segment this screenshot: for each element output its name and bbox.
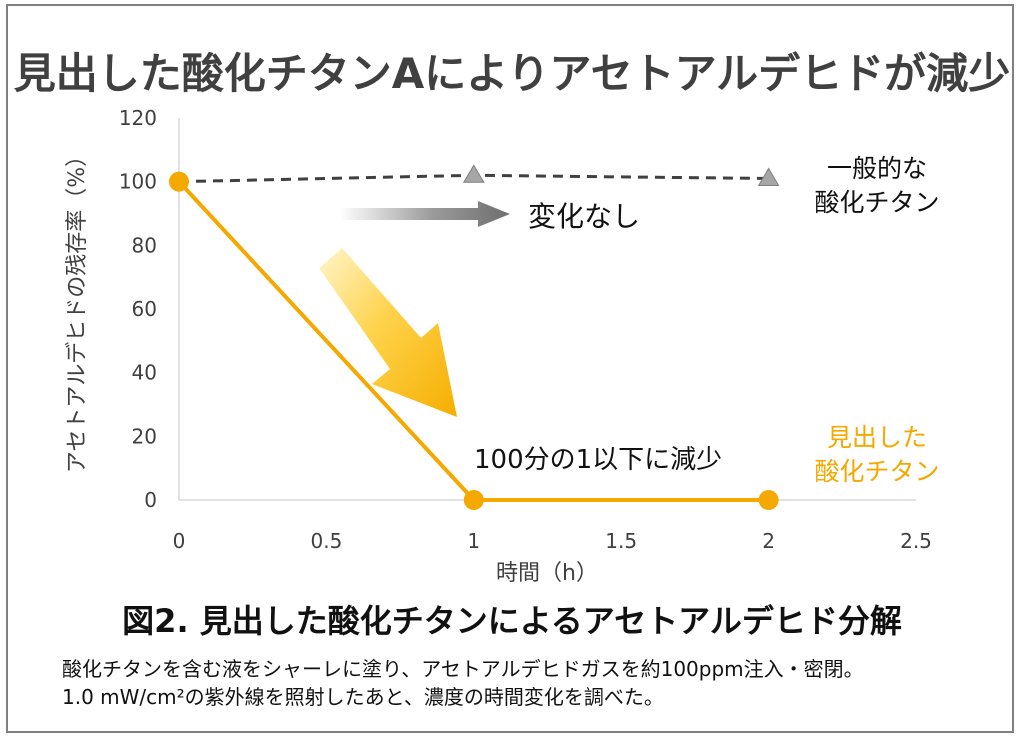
no-change-arrow [340,201,510,227]
x-tick-label: 1 [467,529,480,553]
x-axis-label: 時間（h） [496,561,598,586]
x-tick-label: 2.5 [900,529,932,553]
figure-title: 図2. 見出した酸化チタンによるアセトアルデヒド分解 [122,602,902,640]
series-label-found-line2: 酸化チタン [814,457,939,486]
no-change-label: 変化なし [528,200,640,233]
y-tick-label: 20 [132,424,157,448]
figure-frame [6,4,1014,733]
y-tick-label: 80 [132,233,157,257]
x-tick-label: 0.5 [310,529,342,553]
series-label-found-line1: 見出した [827,423,927,452]
headline: 見出した酸化チタンAによりアセトアルデヒドが減少 [13,49,1011,98]
y-tick-label: 40 [132,361,157,385]
decrease-arrow [319,248,457,417]
data-point-general [757,167,780,186]
decrease-label: 100分の1以下に減少 [474,445,722,475]
data-point-found [169,171,189,192]
data-point-found [463,490,484,510]
data-point-found [758,490,779,510]
y-tick-label: 100 [119,170,157,194]
x-tick-label: 2 [762,529,775,553]
series-label-general-line1: 一般的な [827,154,927,183]
y-axis-label: アセトアルデヒドの残存率（%） [65,145,90,473]
chart: 0 20 40 60 80 100 120 0 0.5 1 1.5 2 2.5 アセトアルデヒドの残存… [65,106,940,586]
x-tick-label: 1.5 [605,529,637,553]
y-tick-label: 120 [119,106,157,130]
caption-line-2: 1.0 mW/cm²の紫外線を照射したあと、濃度の時間変化を調べた。 [62,685,664,709]
y-tick-label: 60 [132,297,157,321]
series-label-general-line2: 酸化チタン [814,188,939,217]
data-point-general [462,164,485,183]
y-tick-label: 0 [144,488,157,512]
x-tick-label: 0 [173,529,186,553]
caption-line-1: 酸化チタンを含む液をシャーレに塗り、アセトアルデヒドガスを約100ppm注入・密… [62,657,864,681]
